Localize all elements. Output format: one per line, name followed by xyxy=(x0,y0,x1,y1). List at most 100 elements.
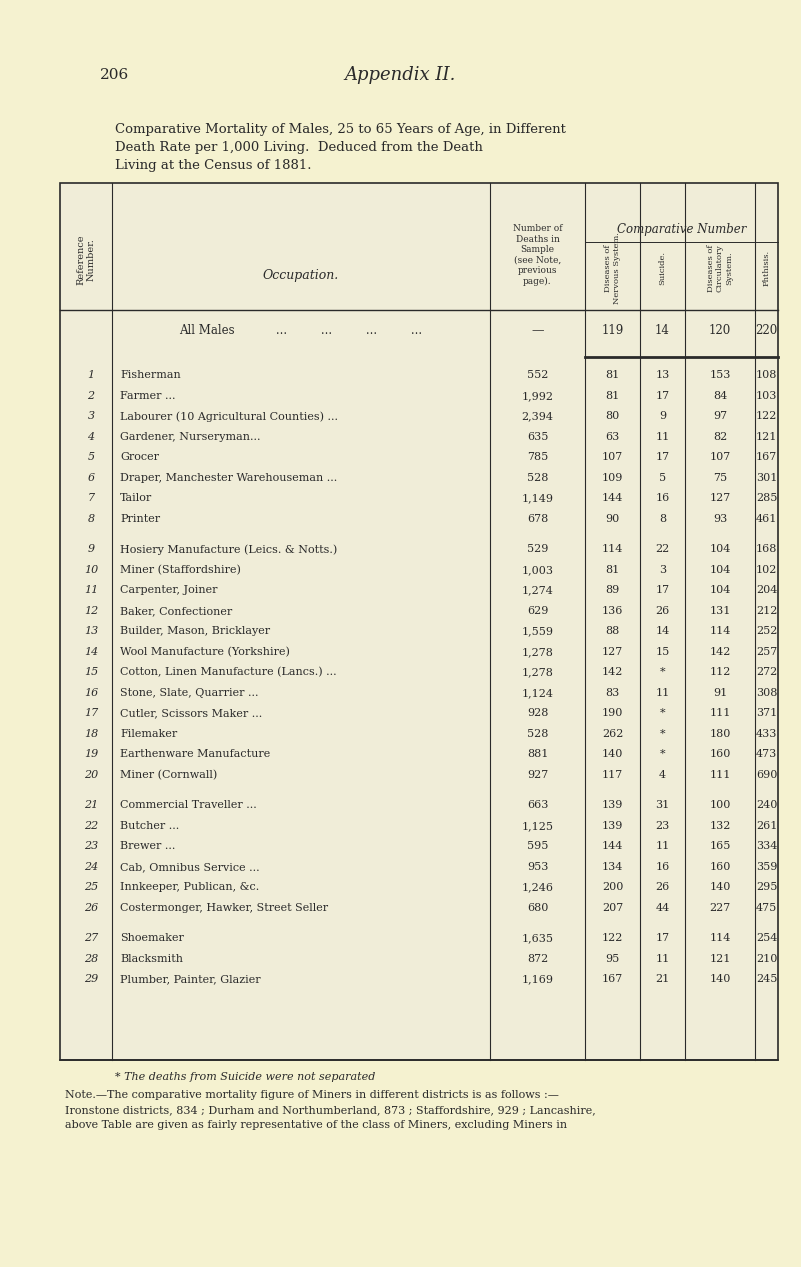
Text: 13: 13 xyxy=(84,626,99,636)
Text: 31: 31 xyxy=(655,801,670,811)
Text: 240: 240 xyxy=(756,801,777,811)
Text: Miner (Cornwall): Miner (Cornwall) xyxy=(120,769,217,780)
Text: 160: 160 xyxy=(710,749,731,759)
Text: * The deaths from Suicide were not separated: * The deaths from Suicide were not separ… xyxy=(115,1072,376,1082)
Text: 168: 168 xyxy=(756,545,777,554)
Text: 104: 104 xyxy=(710,585,731,595)
Text: Stone, Slate, Quarrier ...: Stone, Slate, Quarrier ... xyxy=(120,688,259,698)
Text: 142: 142 xyxy=(710,646,731,656)
Text: 95: 95 xyxy=(606,954,620,964)
Text: 11: 11 xyxy=(655,688,670,698)
Text: 204: 204 xyxy=(756,585,777,595)
Text: 17: 17 xyxy=(655,390,670,400)
Text: 212: 212 xyxy=(756,606,777,616)
Text: *: * xyxy=(660,729,666,739)
Text: 5: 5 xyxy=(87,452,95,462)
Text: 4: 4 xyxy=(87,432,95,442)
Text: 663: 663 xyxy=(527,801,548,811)
Text: 5: 5 xyxy=(659,473,666,483)
Text: 93: 93 xyxy=(713,513,727,523)
Text: Reference
Number.: Reference Number. xyxy=(76,234,95,285)
Text: 17: 17 xyxy=(655,585,670,595)
Text: 13: 13 xyxy=(655,370,670,380)
Text: Cotton, Linen Manufacture (Lancs.) ...: Cotton, Linen Manufacture (Lancs.) ... xyxy=(120,668,336,678)
Text: 24: 24 xyxy=(84,862,99,872)
Text: Costermonger, Hawker, Street Seller: Costermonger, Hawker, Street Seller xyxy=(120,903,328,912)
Text: 21: 21 xyxy=(655,974,670,984)
Text: 122: 122 xyxy=(756,412,777,421)
Text: 107: 107 xyxy=(602,452,623,462)
Text: Occupation.: Occupation. xyxy=(263,269,339,281)
Text: 1,003: 1,003 xyxy=(521,565,553,575)
Text: Farmer ...: Farmer ... xyxy=(120,390,175,400)
Text: —: — xyxy=(531,324,544,337)
Text: 285: 285 xyxy=(756,493,777,503)
Text: 90: 90 xyxy=(606,513,620,523)
Text: 528: 528 xyxy=(527,473,548,483)
Text: 4: 4 xyxy=(659,770,666,779)
Text: Appendix II.: Appendix II. xyxy=(344,66,456,84)
Text: 200: 200 xyxy=(602,882,623,892)
Text: 2,394: 2,394 xyxy=(521,412,553,421)
Text: 7: 7 xyxy=(87,493,95,503)
Text: *: * xyxy=(660,668,666,678)
Text: Plumber, Painter, Glazier: Plumber, Painter, Glazier xyxy=(120,974,260,984)
Text: 63: 63 xyxy=(606,432,620,442)
Text: 82: 82 xyxy=(713,432,727,442)
Text: 8: 8 xyxy=(87,513,95,523)
Text: 122: 122 xyxy=(602,934,623,943)
Text: 190: 190 xyxy=(602,708,623,718)
Text: 475: 475 xyxy=(756,903,777,912)
Text: 252: 252 xyxy=(756,626,777,636)
Text: 103: 103 xyxy=(756,390,777,400)
Text: 131: 131 xyxy=(710,606,731,616)
Text: Death Rate per 1,000 Living.  Deduced from the Death: Death Rate per 1,000 Living. Deduced fro… xyxy=(115,142,483,155)
Text: Miner (Staffordshire): Miner (Staffordshire) xyxy=(120,565,241,575)
Text: 22: 22 xyxy=(655,545,670,554)
Text: 272: 272 xyxy=(756,668,777,678)
Text: 97: 97 xyxy=(713,412,727,421)
Text: 257: 257 xyxy=(756,646,777,656)
Text: 595: 595 xyxy=(527,841,548,851)
Text: 25: 25 xyxy=(84,882,99,892)
Text: 114: 114 xyxy=(710,934,731,943)
Text: 690: 690 xyxy=(756,770,777,779)
Text: 15: 15 xyxy=(655,646,670,656)
Text: 261: 261 xyxy=(756,821,777,831)
Text: 167: 167 xyxy=(602,974,623,984)
Text: 206: 206 xyxy=(100,68,129,82)
Text: 127: 127 xyxy=(710,493,731,503)
Text: 245: 245 xyxy=(756,974,777,984)
Text: 629: 629 xyxy=(527,606,548,616)
Text: 23: 23 xyxy=(84,841,99,851)
Bar xyxy=(60,182,778,1060)
Text: Comparative Number: Comparative Number xyxy=(617,223,747,237)
Text: 17: 17 xyxy=(655,452,670,462)
Text: 153: 153 xyxy=(710,370,731,380)
Text: 109: 109 xyxy=(602,473,623,483)
Text: 371: 371 xyxy=(756,708,777,718)
Text: 139: 139 xyxy=(602,801,623,811)
Text: 29: 29 xyxy=(84,974,99,984)
Text: Printer: Printer xyxy=(120,513,160,523)
Text: 552: 552 xyxy=(527,370,548,380)
Text: 132: 132 xyxy=(710,821,731,831)
Text: 107: 107 xyxy=(710,452,731,462)
Text: 88: 88 xyxy=(606,626,620,636)
Text: 144: 144 xyxy=(602,493,623,503)
Text: Commercial Traveller ...: Commercial Traveller ... xyxy=(120,801,257,811)
Text: 785: 785 xyxy=(527,452,548,462)
Text: 1,169: 1,169 xyxy=(521,974,553,984)
Text: 180: 180 xyxy=(710,729,731,739)
Text: 28: 28 xyxy=(84,954,99,964)
Text: 140: 140 xyxy=(710,974,731,984)
Text: 6: 6 xyxy=(87,473,95,483)
Text: 16: 16 xyxy=(84,688,99,698)
Text: 295: 295 xyxy=(756,882,777,892)
Text: Number of
Deaths in
Sample
(see Note,
previous
page).: Number of Deaths in Sample (see Note, pr… xyxy=(513,224,562,285)
Text: 17: 17 xyxy=(655,934,670,943)
Text: Living at the Census of 1881.: Living at the Census of 1881. xyxy=(115,160,312,172)
Text: 3: 3 xyxy=(87,412,95,421)
Text: 136: 136 xyxy=(602,606,623,616)
Text: 83: 83 xyxy=(606,688,620,698)
